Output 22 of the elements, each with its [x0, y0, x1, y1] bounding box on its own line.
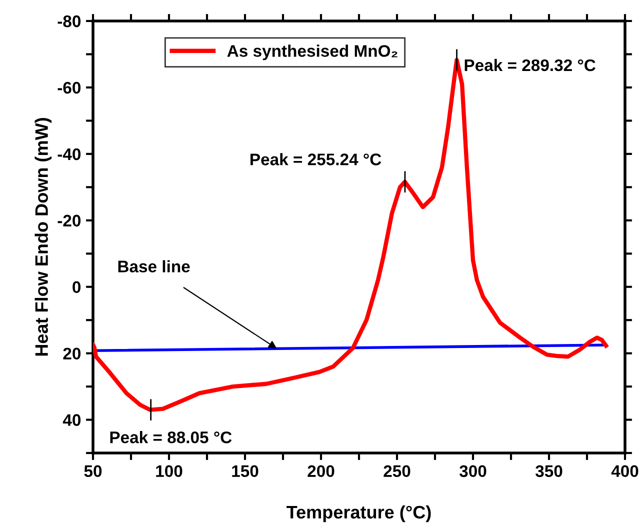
x-tick-label: 150 — [232, 465, 258, 478]
x-axis-title: Temperature (°C) — [286, 505, 431, 522]
y-tick-label: 0 — [72, 281, 81, 294]
x-tick-label: 400 — [611, 465, 638, 478]
y-axis-title: Heat Flow Endo Down (mW) — [34, 118, 52, 356]
annotation: Peak = 289.32 °C — [464, 58, 596, 72]
annotation: Peak = 88.05 °C — [110, 431, 232, 444]
y-tick-label: 20 — [63, 348, 81, 360]
y-tick-label: -40 — [58, 148, 81, 160]
y-tick-label: -20 — [58, 214, 81, 227]
x-tick-label: 50 — [84, 465, 102, 478]
annotation: Base line — [118, 260, 190, 272]
x-tick-label: 200 — [308, 465, 334, 478]
x-tick-label: 100 — [156, 465, 182, 478]
y-tick-label: -60 — [58, 82, 81, 94]
annotation: Peak = 255.24 °C — [250, 153, 382, 166]
y-tick-label: -80 — [58, 15, 81, 28]
y-tick-label: 40 — [62, 414, 81, 426]
x-tick-label: 300 — [459, 465, 486, 478]
x-tick-label: 250 — [384, 465, 410, 478]
x-tick-label: 350 — [535, 465, 562, 478]
legend-label: As synthesised MnO₂ — [227, 44, 398, 60]
